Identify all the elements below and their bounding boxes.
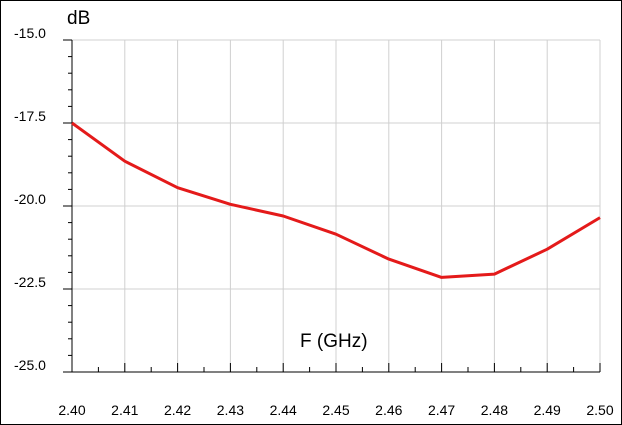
y-tick-label: -25.0 — [14, 357, 46, 373]
x-tick-label: 2.48 — [481, 402, 508, 418]
series-group — [71, 121, 601, 279]
x-tick-label: 2.44 — [270, 402, 297, 418]
x-tick-label: 2.47 — [428, 402, 455, 418]
x-tick-label: 2.40 — [58, 402, 85, 418]
ticks — [63, 39, 601, 373]
grid — [72, 39, 601, 373]
x-tick-label: 2.42 — [164, 402, 191, 418]
y-axis-title: dB — [67, 8, 90, 29]
x-tick-label: 2.41 — [111, 402, 138, 418]
y-tick-label: -17.5 — [14, 108, 46, 124]
x-tick-label: 2.45 — [322, 402, 349, 418]
y-tick-label: -15.0 — [14, 25, 46, 41]
tick-labels: 2.40 2.41 2.42 2.43 2.44 2.45 2.46 2.47 2.48 2.49… — [14, 25, 614, 418]
x-tick-label: 2.49 — [534, 402, 561, 418]
x-tick-label: 2.50 — [586, 402, 613, 418]
y-tick-label: -20.0 — [14, 191, 46, 207]
x-tick-label: 2.46 — [375, 402, 402, 418]
x-axis-title: F (GHz) — [300, 331, 368, 352]
series-line — [71, 121, 601, 279]
y-tick-label: -22.5 — [14, 274, 46, 290]
x-tick-label: 2.43 — [217, 402, 244, 418]
